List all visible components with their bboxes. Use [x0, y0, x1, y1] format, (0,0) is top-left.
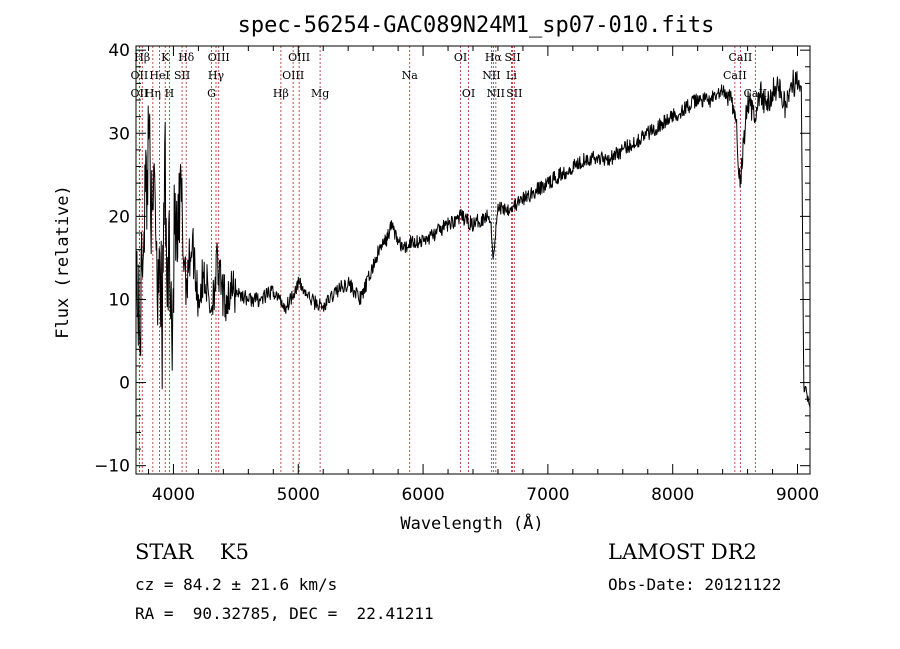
y-tick-label: 20	[108, 207, 130, 227]
x-tick-label: 9000	[776, 485, 819, 505]
observation-date: Obs-Date: 20121122	[608, 575, 782, 594]
spectral-line-label: G	[207, 87, 216, 100]
object-class: STAR K5	[135, 540, 249, 564]
spectral-line-label: Hβ	[134, 51, 150, 64]
spectral-line-label: OIII	[282, 69, 304, 82]
y-tick-label: 0	[119, 374, 130, 394]
spectral-line-label: SII	[506, 87, 522, 100]
spectral-line-label: Hα	[485, 51, 503, 64]
y-tick-label: 10	[108, 290, 130, 310]
spectral-line-label: Hβ	[273, 87, 289, 100]
spectral-line-label: OI	[462, 87, 475, 100]
x-tick-label: 5000	[277, 485, 320, 505]
spectral-line-label: Mg	[311, 87, 329, 100]
spectrum-series	[135, 69, 811, 408]
coordinates: RA = 90.32785, DEC = 22.41211	[135, 604, 434, 623]
y-tick-label: −10	[94, 457, 130, 477]
spectral-line-label: NII	[482, 69, 500, 82]
x-tick-label: 7000	[526, 485, 569, 505]
spectral-line-label: HeI	[149, 69, 169, 82]
spectral-line-label: OI	[454, 51, 467, 64]
y-tick-label: 40	[108, 41, 130, 61]
plot-frame	[135, 45, 811, 475]
spectral-line-label: Hη	[145, 87, 161, 100]
spectral-line-label: OIII	[208, 51, 230, 64]
spectral-line-label: K	[161, 51, 170, 64]
x-tick-label: 8000	[651, 485, 694, 505]
spectral-line-label: SII	[504, 51, 520, 64]
spectral-line-label: Hδ	[178, 51, 195, 64]
spectral-line-label: OIII	[288, 51, 310, 64]
spectral-line-label: Na	[402, 69, 419, 82]
spectral-line-label: CaII	[729, 51, 753, 64]
spectral-line-label: SII	[174, 69, 190, 82]
spectral-line-label: OII	[131, 87, 149, 100]
survey-name: LAMOST DR2	[608, 540, 757, 564]
x-axis-label: Wavelength (Å)	[400, 512, 543, 534]
spectral-line-label: Hγ	[208, 69, 225, 82]
redshift-velocity: cz = 84.2 ± 21.6 km/s	[135, 575, 338, 594]
axes: 4000 5000 6000 7000 8000 9000 −10 0 10 20 30 40	[94, 41, 819, 505]
spectral-line-label: Li	[506, 69, 517, 82]
spectral-line-label: H	[165, 87, 175, 100]
x-tick-label: 4000	[152, 485, 195, 505]
spectral-line-label: CaII	[723, 69, 747, 82]
spectrum-line	[135, 69, 811, 408]
x-tick-label: 6000	[401, 485, 444, 505]
spectral-line-label: NII	[487, 87, 505, 100]
chart-title: spec-56254-GAC089N24M1_sp07-010.fits	[238, 13, 715, 38]
y-axis-label: Flux (relative)	[53, 185, 73, 339]
y-tick-label: 30	[108, 124, 130, 144]
